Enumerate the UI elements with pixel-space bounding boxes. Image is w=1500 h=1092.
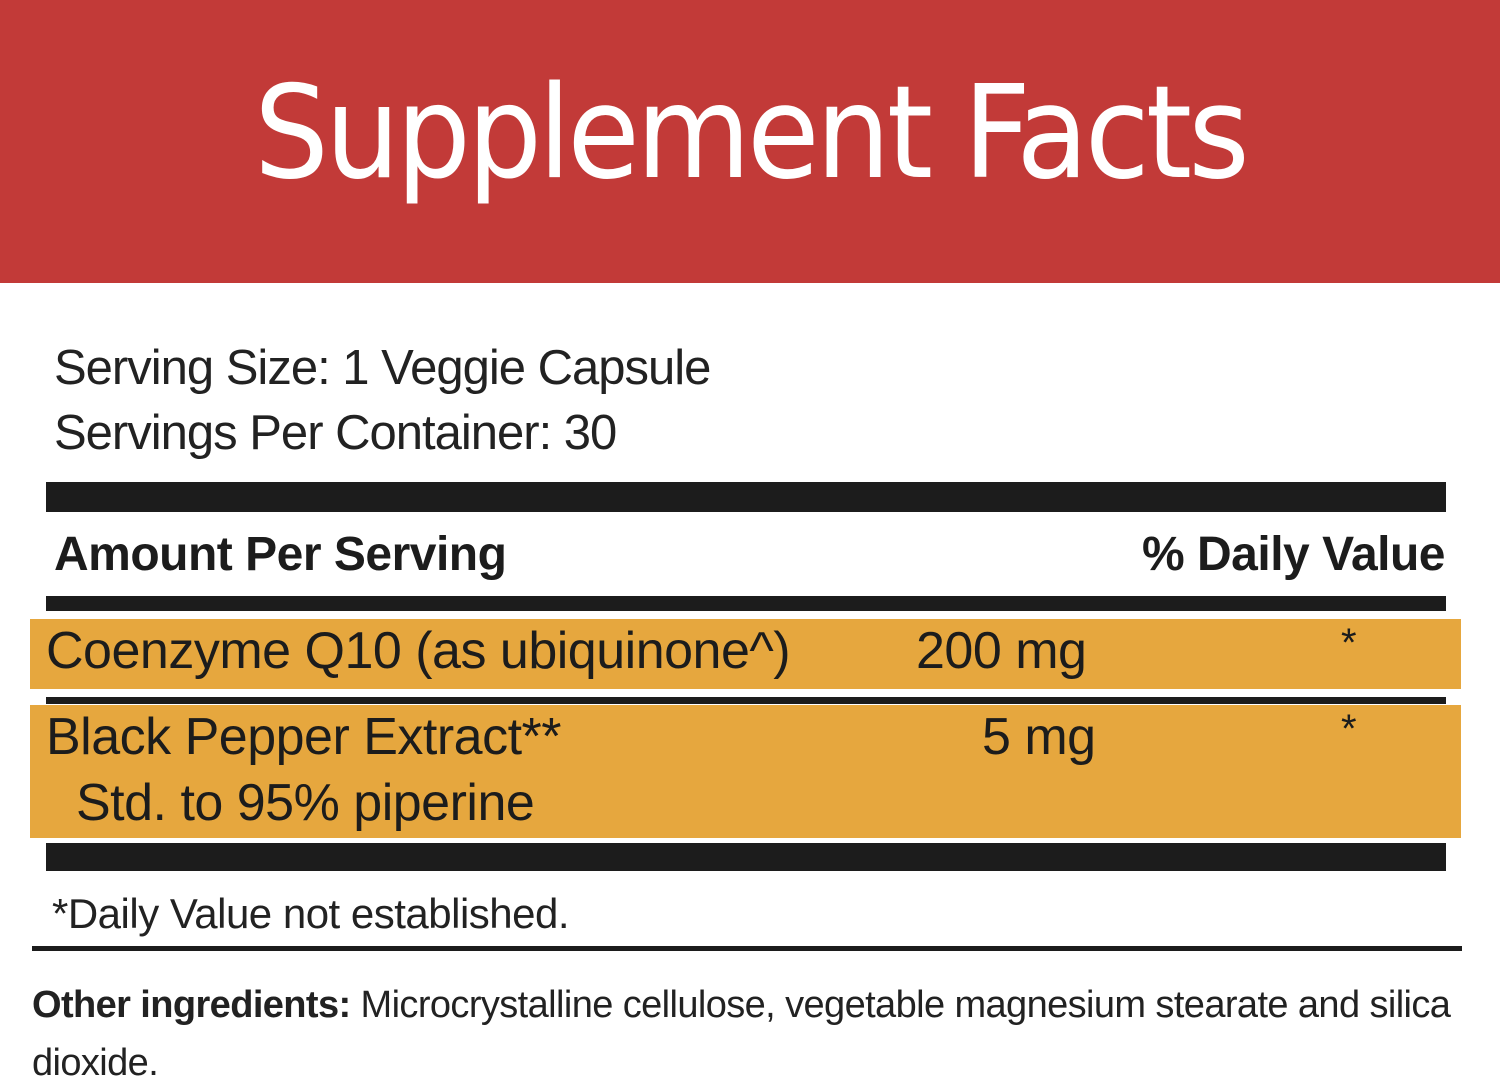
ingredient-name: Black Pepper Extract** xyxy=(46,708,562,766)
daily-value-footnote: *Daily Value not established. xyxy=(52,890,570,937)
divider-header xyxy=(46,596,1446,611)
page-title: Supplement Facts xyxy=(254,59,1250,208)
other-ingredients-text: Microcrystalline cellulose, vegetable ma… xyxy=(32,984,1451,1084)
other-ingredients-label: Other ingredients: xyxy=(32,984,351,1026)
divider-row xyxy=(46,697,1446,704)
daily-value-header: % Daily Value xyxy=(1142,528,1446,581)
thick-divider-top xyxy=(46,482,1446,512)
ingredient-amount: 200 mg xyxy=(916,622,1087,680)
ingredient-amount: 5 mg xyxy=(982,708,1096,766)
table-row: Coenzyme Q10 (as ubiquinone^) 200 mg * xyxy=(30,619,1461,689)
serving-size: Serving Size: 1 Veggie Capsule xyxy=(54,341,711,395)
thick-divider-bottom xyxy=(46,843,1446,871)
ingredient-name: Coenzyme Q10 (as ubiquinone^) xyxy=(46,622,791,680)
other-ingredients: Other ingredients: Microcrystalline cell… xyxy=(32,976,1452,1092)
daily-value-marker: * xyxy=(1341,621,1357,665)
divider-footnote xyxy=(32,946,1462,951)
ingredient-standardization: Std. to 95% piperine xyxy=(76,774,535,832)
amount-per-serving-header: Amount Per Serving xyxy=(54,528,507,581)
daily-value-marker: * xyxy=(1341,707,1357,751)
supplement-facts-header: Supplement Facts xyxy=(0,0,1500,283)
servings-per-container: Servings Per Container: 30 xyxy=(54,406,617,460)
table-row: Black Pepper Extract** Std. to 95% piper… xyxy=(30,705,1461,838)
